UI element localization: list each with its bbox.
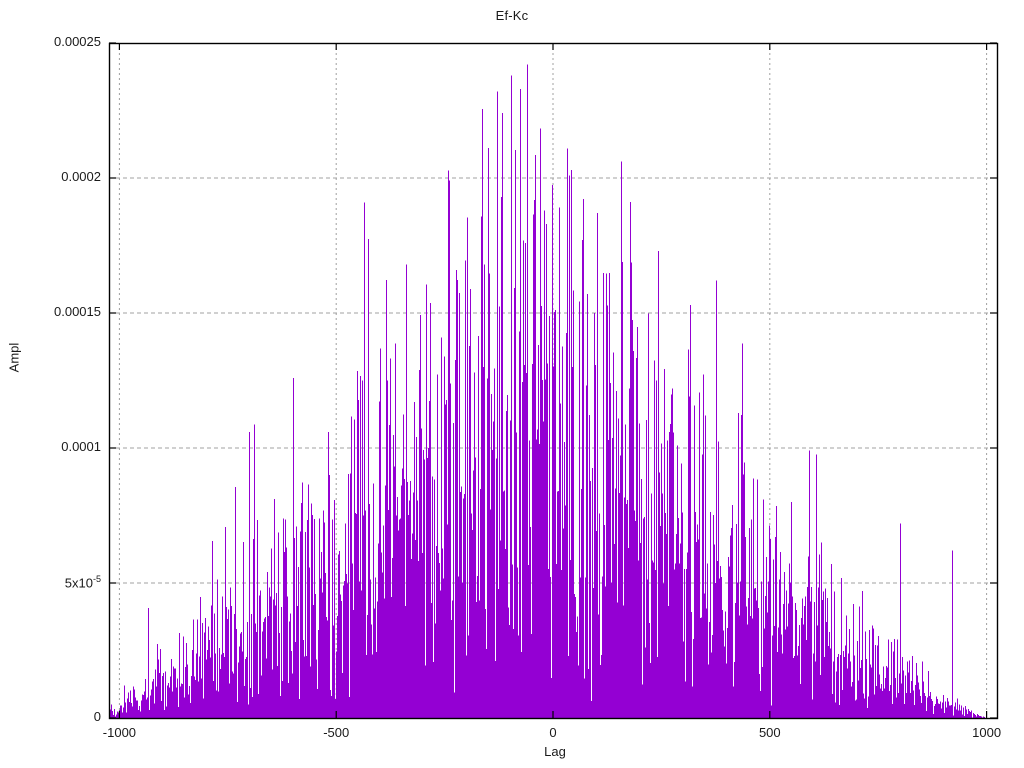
y-tick-label: 0.00015	[54, 304, 101, 319]
x-tick-label: 0	[549, 725, 557, 740]
x-tick-label: 1000	[972, 725, 1002, 740]
x-axis-label: Lag	[544, 744, 566, 759]
y-tick-label: 0	[93, 709, 101, 724]
y-tick-label: 0.0002	[61, 169, 101, 184]
x-tick-label: -500	[323, 725, 350, 740]
y-tick-label: 0.0001	[61, 439, 101, 454]
y-tick-label: 5x10-5	[64, 574, 101, 591]
y-tick-label: 0.00025	[54, 34, 101, 49]
x-tick-label: -1000	[102, 725, 137, 740]
chart-title: Ef-Kc	[495, 8, 529, 23]
data-series-impulses	[109, 64, 987, 718]
axis-frame	[108, 42, 999, 720]
x-tick-label: 500	[758, 725, 781, 740]
